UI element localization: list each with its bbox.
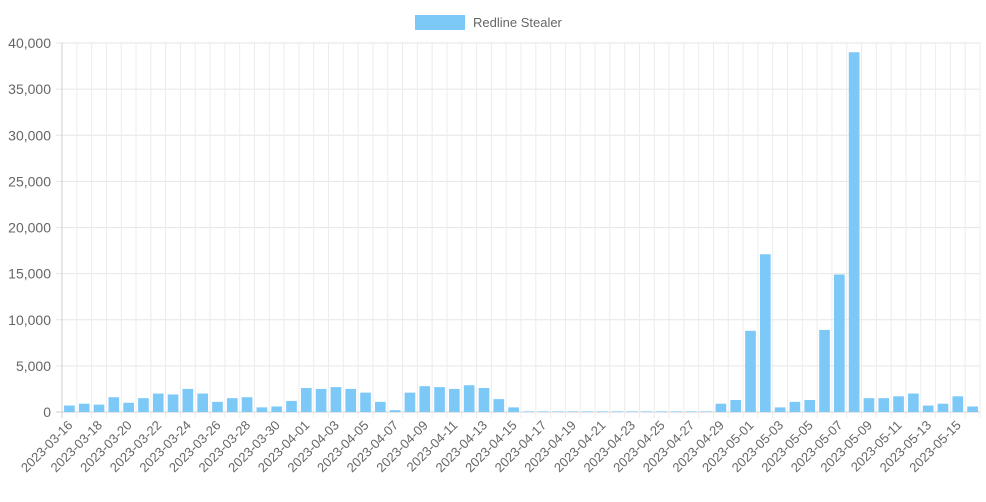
bar[interactable]: [123, 402, 134, 412]
bar[interactable]: [626, 411, 638, 412]
bar[interactable]: [360, 392, 371, 412]
bar[interactable]: [685, 411, 697, 412]
bar[interactable]: [715, 403, 727, 412]
bar[interactable]: [300, 388, 312, 412]
y-axis-ticks: 0 5,000 10,000 15,000 20,000 25,000 30,000 35,0…: [8, 35, 51, 420]
bar[interactable]: [226, 398, 238, 412]
grid-lines: [56, 42, 981, 418]
bar[interactable]: [315, 388, 327, 412]
bar[interactable]: [463, 385, 475, 412]
bar[interactable]: [848, 52, 860, 412]
y-tick-label: 25,000: [8, 173, 51, 189]
bar[interactable]: [241, 397, 253, 412]
bar[interactable]: [389, 410, 401, 412]
bar[interactable]: [908, 393, 919, 412]
bar[interactable]: [493, 399, 505, 412]
y-tick-label: 30,000: [8, 127, 51, 143]
bar[interactable]: [404, 392, 416, 412]
y-tick-label: 10,000: [8, 312, 51, 328]
y-tick-label: 35,000: [8, 81, 51, 97]
y-tick-label: 15,000: [8, 266, 51, 282]
bar[interactable]: [286, 400, 297, 412]
bar[interactable]: [182, 388, 194, 412]
bar[interactable]: [552, 411, 564, 412]
bar[interactable]: [108, 397, 120, 412]
bar[interactable]: [93, 404, 105, 412]
bar[interactable]: [508, 407, 519, 412]
bar[interactable]: [597, 411, 608, 412]
bar[interactable]: [819, 329, 830, 412]
bar[interactable]: [804, 400, 816, 412]
bar[interactable]: [641, 411, 653, 412]
bar[interactable]: [78, 403, 90, 412]
x-axis-ticks: 2023-03-162023-03-182023-03-202023-03-22…: [18, 418, 964, 476]
bar[interactable]: [256, 407, 268, 412]
legend-swatch[interactable]: [415, 15, 465, 30]
bar[interactable]: [138, 398, 149, 412]
y-tick-label: 0: [43, 404, 51, 420]
legend-label[interactable]: Redline Stealer: [473, 15, 563, 30]
bar[interactable]: [878, 398, 890, 412]
bar[interactable]: [197, 393, 208, 412]
bar[interactable]: [330, 387, 342, 412]
bar[interactable]: [611, 411, 623, 412]
bar[interactable]: [700, 411, 712, 412]
bar[interactable]: [656, 411, 667, 412]
bar[interactable]: [537, 411, 549, 412]
y-tick-label: 40,000: [8, 35, 51, 51]
bar[interactable]: [152, 393, 164, 412]
bar[interactable]: [167, 394, 179, 412]
bar[interactable]: [759, 254, 771, 412]
bar[interactable]: [434, 387, 445, 412]
y-tick-label: 5,000: [16, 358, 51, 374]
bar[interactable]: [271, 406, 283, 412]
bar[interactable]: [64, 405, 75, 412]
bar[interactable]: [730, 400, 742, 412]
bar[interactable]: [212, 401, 223, 412]
bar[interactable]: [671, 411, 682, 412]
bar[interactable]: [567, 411, 579, 412]
bar[interactable]: [789, 401, 801, 412]
bar[interactable]: [967, 406, 978, 412]
bar[interactable]: [582, 411, 593, 412]
bar[interactable]: [745, 330, 756, 412]
bar[interactable]: [478, 388, 490, 412]
bars: [64, 52, 978, 412]
bar[interactable]: [937, 403, 949, 412]
bar[interactable]: [345, 388, 357, 412]
y-tick-label: 20,000: [8, 220, 51, 236]
bar[interactable]: [774, 407, 786, 412]
bar[interactable]: [922, 405, 934, 412]
bar[interactable]: [449, 388, 460, 412]
bar[interactable]: [419, 386, 431, 412]
bar[interactable]: [523, 411, 534, 412]
bar[interactable]: [834, 274, 845, 412]
bar[interactable]: [863, 398, 875, 412]
bar[interactable]: [375, 401, 386, 412]
bar[interactable]: [893, 396, 904, 412]
bar[interactable]: [952, 396, 964, 412]
legend[interactable]: Redline Stealer: [415, 15, 563, 30]
